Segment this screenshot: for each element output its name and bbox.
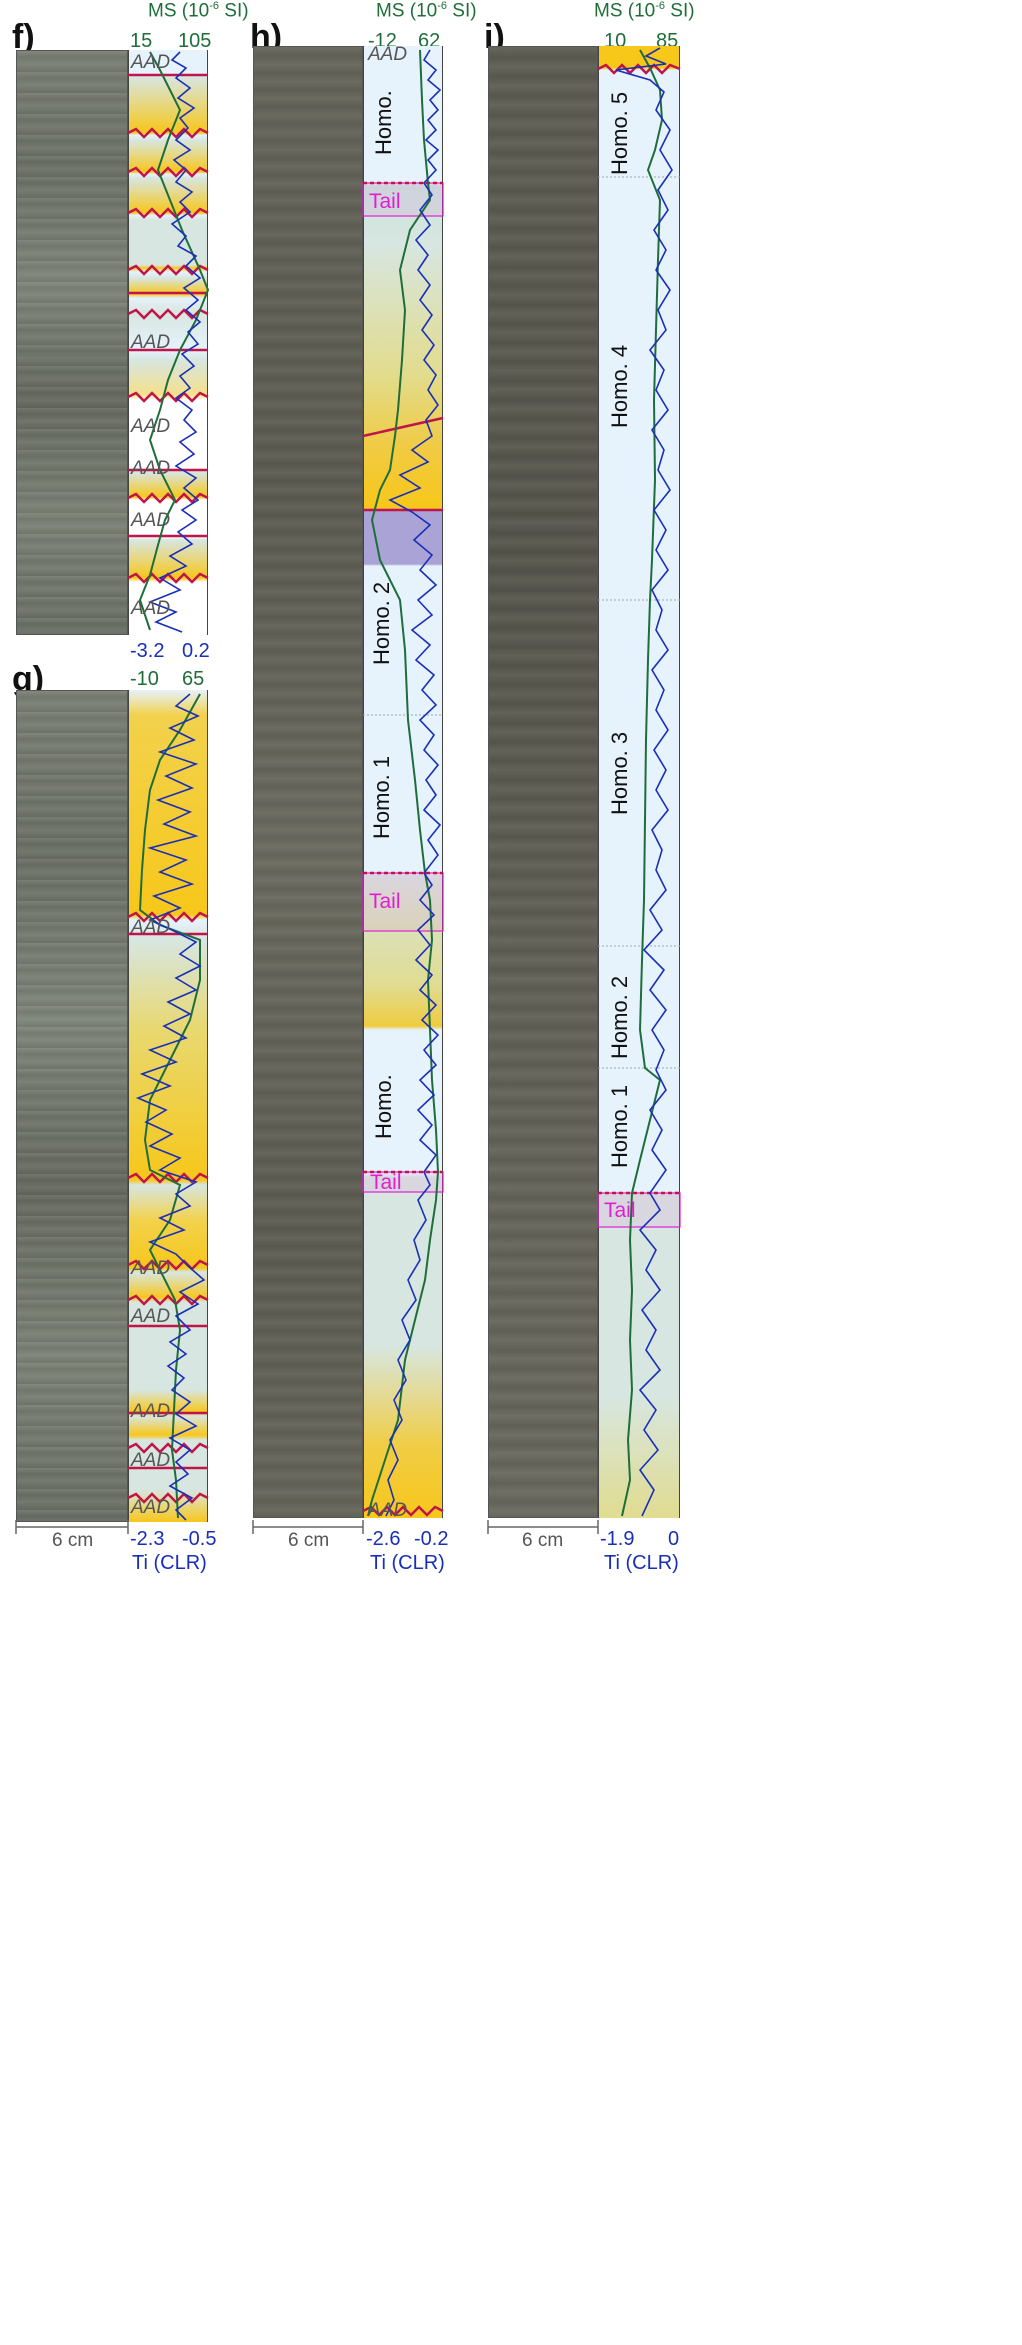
panel-f-boundaries [127, 73, 209, 584]
panel-f-ms-min: 15 [130, 30, 153, 52]
panel-g-scale-label: 6 cm [52, 1530, 94, 1551]
panel-f-ti-min: -3.2 [130, 640, 165, 662]
panel-g-log-column [128, 690, 208, 1522]
panel-g-aad-3: AAD [131, 1306, 171, 1327]
panel-f-label: f) [12, 18, 35, 56]
panel-g-aad-2: AAD [131, 1258, 171, 1279]
panel-h-ms-title: MS (10-6 SI) [376, 0, 477, 22]
panel-h-ti-min: -2.6 [366, 1528, 401, 1550]
panel-h-boundaries [362, 181, 444, 1517]
panel-i-boundaries [597, 63, 681, 1195]
panel-f-aad-1: AAD [131, 52, 171, 73]
panel-i-ti-min: -1.9 [600, 1528, 635, 1550]
panel-g-ms-min: -10 [130, 668, 159, 690]
panel-i-ti-curve [615, 47, 673, 1517]
panel-i-log-column [598, 46, 680, 1518]
panel-f-aad-6: AAD [131, 598, 171, 619]
panel-f-aad-3: AAD [131, 416, 171, 437]
panel-g-aad-4: AAD [131, 1401, 171, 1422]
panel-i-ms-title: MS (10-6 SI) [594, 0, 695, 22]
panel-h-ms-curve [367, 49, 440, 1517]
panel-g-ti-max: -0.5 [182, 1528, 217, 1550]
panel-g-ti-min: -2.3 [130, 1528, 165, 1550]
core-photo-h [253, 46, 363, 1518]
panel-f-ti-curve [147, 51, 202, 633]
panel-g-aad-5: AAD [131, 1450, 171, 1471]
panel-f-aad-4: AAD [131, 458, 171, 479]
core-photo-g [16, 690, 128, 1522]
panel-g-aad-6: AAD [131, 1497, 171, 1518]
panel-f-aad-2: AAD [131, 332, 171, 353]
panel-g-ti-title: Ti (CLR) [132, 1552, 207, 1574]
panel-i-tail-box [597, 1192, 681, 1228]
panel-f-ms-title: MS (10-6 SI) [148, 0, 249, 22]
panel-f-ms-curve [138, 51, 210, 631]
panel-f-aad-5: AAD [131, 510, 171, 531]
panel-i-ti-title: Ti (CLR) [604, 1552, 679, 1574]
core-photo-i [488, 46, 598, 1518]
core-photo-f [16, 50, 128, 635]
panel-i-scale-label: 6 cm [522, 1530, 564, 1551]
panel-i-ti-max: 0 [668, 1528, 680, 1550]
panel-g-aad-1: AAD [131, 917, 171, 938]
panel-h-scale-label: 6 cm [288, 1530, 330, 1551]
panel-h-unit-tail-1: Tail [369, 190, 401, 213]
panel-g-ms-curve [138, 693, 201, 1519]
panel-g-ti-curve [135, 693, 206, 1521]
panel-h-ti-title: Ti (CLR) [370, 1552, 445, 1574]
panel-f-ti-max: 0.2 [182, 640, 210, 662]
panel-f-ms-max: 105 [178, 30, 212, 52]
panel-h-ti-curve [385, 49, 442, 1517]
panel-h-aad-2: AAD [368, 1500, 408, 1521]
panel-g-ms-max: 65 [182, 668, 205, 690]
panel-f-log-column [128, 50, 208, 635]
panel-h-unit-tail-3: Tail [370, 1171, 402, 1194]
panel-h-unit-tail-2: Tail [369, 890, 401, 913]
panel-h-ti-max: -0.2 [414, 1528, 449, 1550]
panel-i-unit-tail: Tail [604, 1199, 636, 1222]
panel-i-ms-curve [621, 49, 664, 1517]
panel-h-aad-1: AAD [368, 44, 408, 65]
